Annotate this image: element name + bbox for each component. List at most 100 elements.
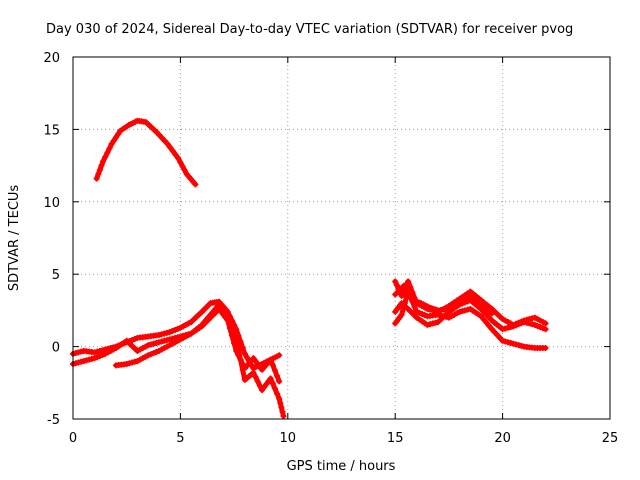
data-point [267, 356, 274, 363]
data-point [277, 400, 284, 407]
data-point [177, 159, 184, 166]
data-point [237, 356, 244, 363]
x-tick-label: 15 [387, 431, 404, 446]
data-point [480, 316, 487, 323]
data-point [93, 175, 100, 182]
data-point [98, 162, 105, 169]
data-point [488, 310, 495, 317]
data-point [280, 413, 287, 420]
data-point [276, 352, 283, 359]
series-arc-2c [112, 305, 283, 385]
data-point [398, 311, 405, 318]
chart-title: Day 030 of 2024, Sidereal Day-to-day VTE… [46, 22, 573, 37]
data-point [478, 313, 485, 320]
data-point [271, 385, 278, 392]
data-point [271, 367, 278, 374]
data-point [542, 326, 549, 333]
data-point [256, 382, 263, 389]
y-tick-label: 5 [52, 268, 60, 283]
data-point [110, 137, 117, 144]
data-point [96, 166, 103, 173]
y-tick-label: 20 [43, 51, 60, 66]
data-point [224, 317, 231, 324]
data-point [483, 319, 490, 326]
data-point [411, 303, 418, 310]
x-axis-label: GPS time / hours [287, 459, 396, 474]
x-tick-label: 10 [280, 431, 297, 446]
data-point [278, 404, 285, 411]
data-point [115, 131, 122, 138]
series-band [70, 299, 282, 371]
data-point [402, 286, 409, 293]
data-point [252, 374, 259, 381]
data-point [167, 144, 174, 151]
plot-frame [72, 56, 611, 420]
data-point [250, 369, 257, 376]
data-point [407, 293, 414, 300]
data-point [169, 148, 176, 155]
x-tick-labels: 0 5 10 15 20 25 [69, 431, 618, 446]
series-layer [70, 117, 549, 420]
series-band [113, 306, 282, 384]
y-tick-label: 15 [43, 123, 60, 138]
data-point [228, 332, 235, 339]
data-point [267, 375, 274, 382]
data-point [405, 290, 412, 297]
data-point [235, 352, 242, 359]
data-point [254, 378, 261, 385]
x-tick-label: 25 [602, 431, 619, 446]
data-point [400, 305, 407, 312]
series-arc-3d [392, 282, 495, 317]
x-tick-label: 0 [69, 431, 77, 446]
data-point [269, 362, 276, 369]
data-point [102, 153, 109, 160]
data-point [542, 320, 549, 327]
data-point [239, 360, 246, 367]
series-band [94, 118, 198, 187]
data-point [393, 282, 400, 289]
data-point [233, 347, 240, 354]
grid [73, 57, 610, 419]
y-axis-label: SDTVAR / TECUs [7, 185, 22, 292]
data-point [179, 163, 186, 170]
data-point [192, 181, 199, 188]
data-point [542, 345, 549, 352]
data-point [172, 151, 179, 158]
data-point [106, 145, 113, 152]
data-point [279, 408, 286, 415]
y-tick-label: -5 [47, 413, 60, 428]
data-point [181, 167, 188, 174]
data-point [276, 378, 283, 385]
data-point [405, 278, 412, 285]
data-point [95, 171, 102, 178]
tick-marks [72, 56, 611, 420]
data-point [164, 140, 171, 147]
data-point [407, 283, 414, 290]
data-point [100, 158, 107, 165]
data-point [243, 354, 250, 361]
y-tick-labels: -5 0 5 10 15 20 [43, 51, 60, 428]
y-tick-label: 10 [43, 196, 60, 211]
y-tick-label: 0 [52, 341, 60, 356]
data-point [269, 380, 276, 387]
data-point [226, 325, 233, 332]
data-point [392, 278, 399, 285]
data-point [112, 134, 119, 141]
data-point [108, 140, 115, 147]
data-point [175, 155, 182, 162]
data-point [274, 372, 281, 379]
x-tick-label: 20 [494, 431, 511, 446]
data-point [486, 322, 493, 329]
data-point [104, 149, 111, 156]
data-point [398, 292, 405, 299]
data-point [400, 282, 407, 289]
data-point [276, 395, 283, 402]
series-arc-1 [93, 117, 199, 188]
data-point [401, 300, 408, 307]
data-point [274, 390, 281, 397]
data-point [231, 340, 238, 347]
data-point [241, 350, 248, 357]
data-point [239, 344, 246, 351]
x-tick-label: 5 [176, 431, 184, 446]
